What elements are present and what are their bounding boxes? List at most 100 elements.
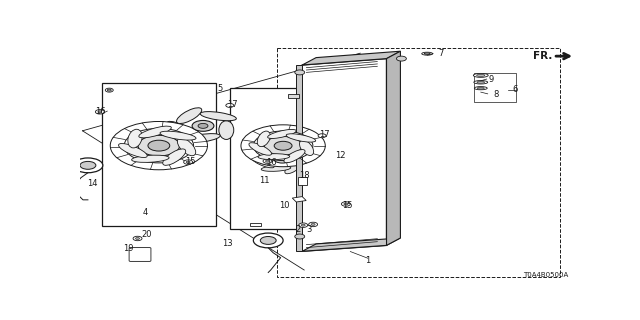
- Circle shape: [311, 223, 315, 225]
- Ellipse shape: [296, 153, 310, 166]
- Text: FR.: FR.: [533, 51, 553, 61]
- Ellipse shape: [259, 146, 270, 161]
- Circle shape: [148, 140, 170, 151]
- Text: 15: 15: [342, 201, 353, 210]
- Text: 16: 16: [266, 157, 276, 167]
- Ellipse shape: [139, 126, 172, 138]
- Ellipse shape: [424, 53, 430, 54]
- Ellipse shape: [257, 131, 270, 147]
- Text: 19: 19: [124, 244, 134, 253]
- Ellipse shape: [286, 134, 316, 142]
- Circle shape: [108, 89, 111, 91]
- Ellipse shape: [300, 140, 314, 156]
- Text: 15: 15: [185, 156, 195, 166]
- Ellipse shape: [285, 161, 303, 174]
- Ellipse shape: [477, 87, 484, 89]
- Circle shape: [396, 56, 406, 61]
- Ellipse shape: [200, 112, 236, 121]
- Ellipse shape: [160, 131, 196, 140]
- Ellipse shape: [132, 155, 169, 162]
- Circle shape: [198, 124, 208, 128]
- Polygon shape: [292, 196, 306, 202]
- Text: 20: 20: [141, 230, 152, 239]
- Bar: [298, 177, 307, 185]
- Text: 4: 4: [143, 208, 148, 217]
- Ellipse shape: [474, 81, 488, 84]
- Circle shape: [266, 160, 269, 162]
- Bar: [289, 94, 300, 98]
- Text: 17: 17: [319, 131, 330, 140]
- Circle shape: [264, 136, 302, 155]
- Polygon shape: [387, 51, 401, 245]
- Circle shape: [299, 223, 308, 228]
- Circle shape: [301, 224, 305, 226]
- Circle shape: [98, 111, 102, 113]
- Ellipse shape: [184, 134, 220, 143]
- Text: 16: 16: [95, 107, 106, 116]
- Ellipse shape: [219, 121, 234, 140]
- Text: 14: 14: [87, 179, 98, 188]
- Circle shape: [241, 125, 325, 167]
- Text: 6: 6: [513, 85, 518, 94]
- Ellipse shape: [477, 81, 484, 83]
- Ellipse shape: [128, 129, 142, 148]
- Ellipse shape: [177, 138, 196, 156]
- Bar: [474, 73, 516, 102]
- Circle shape: [110, 122, 207, 170]
- Ellipse shape: [177, 108, 202, 124]
- Text: 8: 8: [493, 90, 499, 99]
- Circle shape: [263, 159, 272, 163]
- Circle shape: [295, 234, 305, 239]
- Ellipse shape: [268, 129, 296, 139]
- Circle shape: [136, 237, 140, 239]
- Circle shape: [318, 134, 326, 138]
- Text: 12: 12: [335, 151, 346, 160]
- Bar: [230, 88, 337, 229]
- Ellipse shape: [249, 143, 271, 155]
- Circle shape: [344, 203, 348, 205]
- Bar: [277, 48, 560, 277]
- Circle shape: [308, 222, 317, 227]
- Circle shape: [184, 160, 193, 164]
- Text: 10: 10: [279, 201, 290, 210]
- Circle shape: [273, 154, 291, 163]
- Text: 13: 13: [223, 239, 233, 248]
- Circle shape: [253, 131, 313, 161]
- Ellipse shape: [258, 154, 290, 160]
- Bar: [102, 83, 216, 226]
- Circle shape: [106, 88, 113, 92]
- Ellipse shape: [284, 149, 305, 163]
- Bar: [250, 223, 260, 226]
- Text: T0A4B0500A: T0A4B0500A: [524, 272, 568, 278]
- Circle shape: [186, 161, 190, 163]
- Ellipse shape: [261, 166, 291, 171]
- Polygon shape: [302, 51, 401, 65]
- Circle shape: [80, 161, 96, 169]
- Polygon shape: [302, 59, 387, 251]
- Ellipse shape: [118, 144, 147, 157]
- Circle shape: [95, 110, 104, 114]
- Circle shape: [73, 158, 103, 173]
- Text: 1: 1: [365, 256, 371, 265]
- Circle shape: [192, 120, 214, 131]
- Text: 9: 9: [488, 75, 493, 84]
- Polygon shape: [302, 238, 401, 251]
- Ellipse shape: [422, 52, 433, 55]
- Ellipse shape: [163, 149, 186, 165]
- Ellipse shape: [166, 121, 192, 137]
- Text: 18: 18: [299, 172, 310, 180]
- Circle shape: [260, 236, 276, 244]
- Circle shape: [124, 128, 193, 163]
- Text: 3: 3: [307, 225, 312, 234]
- Ellipse shape: [474, 87, 487, 90]
- Ellipse shape: [477, 74, 485, 76]
- Text: 2: 2: [296, 225, 301, 234]
- Ellipse shape: [267, 144, 292, 153]
- Circle shape: [133, 236, 142, 241]
- Text: 11: 11: [259, 176, 270, 185]
- Circle shape: [341, 202, 350, 206]
- Text: 7: 7: [438, 49, 444, 58]
- Circle shape: [295, 70, 305, 75]
- Circle shape: [274, 141, 292, 150]
- Ellipse shape: [474, 73, 488, 77]
